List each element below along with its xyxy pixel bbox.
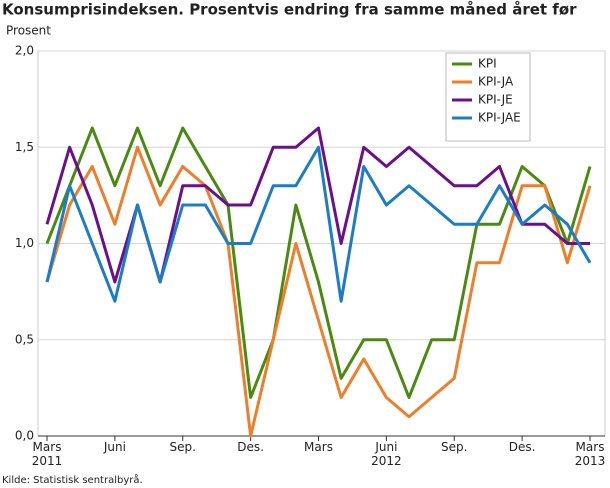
x-tick-label: Mars	[304, 440, 333, 454]
x-tick-label: Des.	[508, 440, 536, 454]
chart-title: Konsumprisindeksen. Prosentvis endring f…	[2, 1, 577, 19]
x-tick-label: Sep.	[169, 440, 196, 454]
y-tick-label: 0,0	[15, 429, 34, 443]
legend-label: KPI	[478, 57, 497, 71]
x-tick-label: Mars 2011	[31, 440, 63, 468]
x-tick-label: Sep.	[441, 440, 468, 454]
legend-label: KPI-JAE	[478, 111, 521, 125]
legend-label: KPI-JA	[478, 75, 514, 89]
source: Kilde: Statistisk sentralbyrå.	[2, 473, 143, 486]
y-tick-label: 0,5	[15, 332, 34, 346]
y-tick-label: 2,0	[15, 44, 34, 58]
y-tick-label: 1,0	[15, 236, 34, 250]
series-line	[45, 126, 592, 399]
x-tick-label: Des.	[237, 440, 264, 454]
y-axis-label: Prosent	[6, 24, 51, 38]
x-tick-label: Juni 2012	[371, 440, 402, 468]
legend-label: KPI-JE	[478, 93, 513, 107]
x-tick-label: Juni	[103, 440, 126, 454]
legend-box	[445, 52, 531, 142]
y-tick-label: 1,5	[15, 140, 34, 154]
x-tick-label: Mars 2013	[574, 440, 606, 468]
series-line	[45, 145, 592, 303]
series-line	[45, 145, 592, 438]
